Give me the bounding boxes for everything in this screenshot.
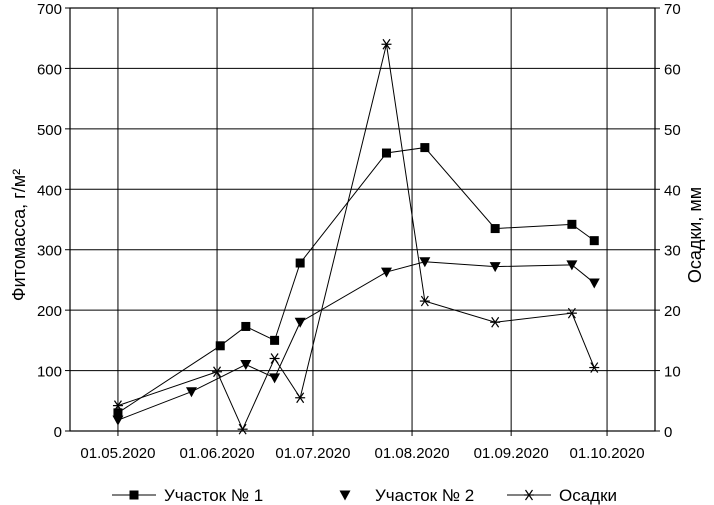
y-right-tick-label: 70 [664, 1, 681, 18]
y-right-tick-label: 40 [664, 182, 681, 199]
data-point-square [215, 341, 225, 351]
data-point-square [490, 224, 500, 234]
legend: Участок № 1 Участок № 2 Осадки [112, 486, 617, 505]
data-point-asterisk [419, 295, 430, 307]
y-left-tick-label: 200 [37, 303, 62, 320]
legend-label: Участок № 1 [164, 486, 263, 505]
axes: 0 100 200 300 400 500 600 700 0 10 20 30 40 50 60 70 01.… [37, 1, 681, 462]
data-point-triangle [269, 373, 281, 384]
y-left-tick-label: 700 [37, 1, 62, 18]
data-point-triangle [489, 262, 501, 273]
data-point-square [129, 490, 139, 500]
data-point-square [567, 219, 577, 229]
legend-label: Участок № 2 [375, 486, 474, 505]
data-point-square [381, 148, 391, 158]
series-line [117, 44, 595, 431]
data-point-triangle [380, 267, 392, 278]
legend-item-1: Участок № 1 [112, 486, 263, 505]
y-left-tick-label: 500 [37, 122, 62, 139]
legend-label: Осадки [559, 486, 617, 505]
series-2 [112, 257, 600, 426]
data-point-square [295, 258, 305, 268]
series-1 [113, 143, 599, 418]
data-point-triangle [294, 317, 306, 328]
data-point-square [420, 143, 430, 153]
data-point-asterisk [589, 362, 600, 373]
data-point-asterisk [381, 38, 392, 50]
series-3 [112, 38, 600, 435]
data-point-asterisk [524, 489, 534, 501]
data-point-asterisk [566, 307, 577, 319]
y-left-tick-label: 600 [37, 61, 62, 78]
data-point-square [113, 408, 123, 418]
data-point-triangle [112, 415, 124, 426]
grid [70, 8, 655, 431]
y-right-tick-label: 10 [664, 364, 681, 381]
x-tick-label: 01.05.2020 [80, 445, 155, 462]
y-left-tick-label: 0 [54, 424, 62, 441]
y-right-tick-label: 20 [664, 303, 681, 320]
x-tick-label: 01.07.2020 [275, 445, 350, 462]
y-axis-label-right: Осадки, мм [685, 187, 705, 283]
y-left-tick-label: 100 [37, 364, 62, 381]
data-point-square [241, 321, 251, 331]
data-point-asterisk [212, 366, 223, 378]
x-tick-label: 01.09.2020 [474, 445, 549, 462]
data-point-triangle [419, 257, 431, 268]
data-point-asterisk [295, 392, 306, 404]
legend-item-2: Участок № 2 [339, 486, 474, 505]
data-point-triangle [185, 387, 197, 398]
plot-frame [69, 7, 656, 432]
x-tick-label: 01.10.2020 [570, 445, 645, 462]
y-right-tick-label: 0 [664, 424, 672, 441]
y-right-tick-label: 60 [664, 61, 681, 78]
data-point-triangle [240, 360, 252, 371]
series-line [117, 147, 595, 414]
data-point-square [589, 236, 599, 246]
data-point-triangle [566, 260, 578, 271]
y-axis-label-left: Фитомасса, г/м² [9, 169, 29, 301]
data-point-triangle [588, 278, 600, 289]
series [112, 38, 600, 435]
data-point-triangle [339, 490, 351, 501]
y-left-tick-label: 400 [37, 182, 62, 199]
x-tick-label: 01.08.2020 [375, 445, 450, 462]
data-point-square [270, 335, 280, 345]
data-point-asterisk [237, 423, 248, 435]
legend-item-3: Осадки [507, 486, 617, 505]
data-point-asterisk [269, 353, 280, 364]
series-line [117, 261, 595, 421]
y-right-tick-label: 30 [664, 243, 681, 260]
y-left-tick-label: 300 [37, 243, 62, 260]
y-right-tick-label: 50 [664, 122, 681, 139]
x-tick-label: 01.06.2020 [180, 445, 255, 462]
data-point-asterisk [112, 400, 123, 411]
data-point-asterisk [490, 316, 501, 328]
